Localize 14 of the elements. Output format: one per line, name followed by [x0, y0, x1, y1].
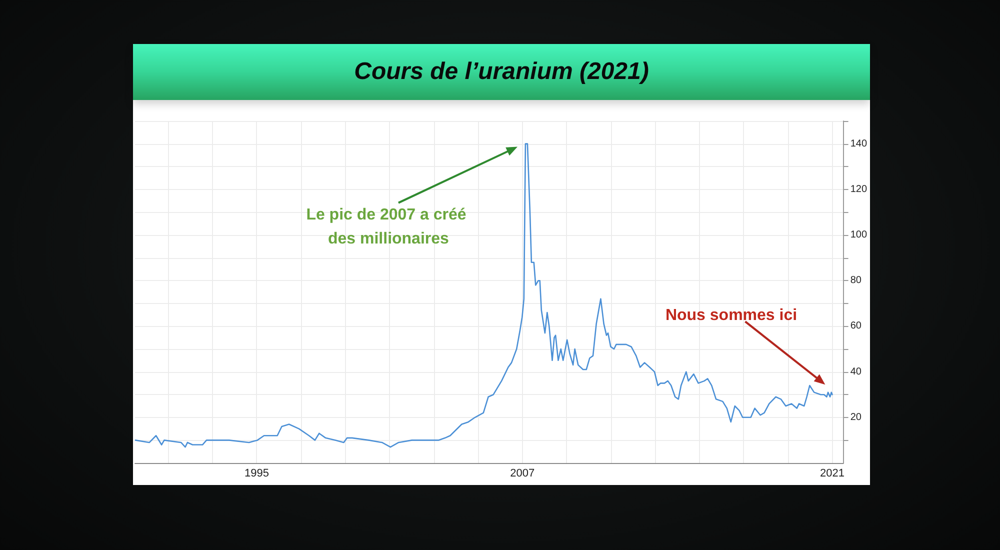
y-tick-label: 120 [850, 184, 868, 195]
annotation: Le pic de 2007 a créé des millionaires [306, 206, 471, 248]
annotation: Nous sommes ici [665, 307, 798, 324]
y-tick-label: 100 [850, 230, 868, 240]
y-tick-label: 60 [850, 320, 862, 332]
y-tick-label: 140 [850, 138, 868, 150]
y-tick-label: 40 [850, 366, 862, 378]
line-series [134, 143, 833, 448]
x-tick-label: 1995 [244, 468, 269, 480]
x-tick-label: 2021 [820, 468, 844, 480]
y-tick-label: 80 [850, 275, 862, 286]
x-tick-label: 2007 [510, 468, 535, 480]
chart-title: Cours de l’uranium (2021) [354, 58, 649, 86]
y-tick-label: 20 [850, 412, 862, 423]
